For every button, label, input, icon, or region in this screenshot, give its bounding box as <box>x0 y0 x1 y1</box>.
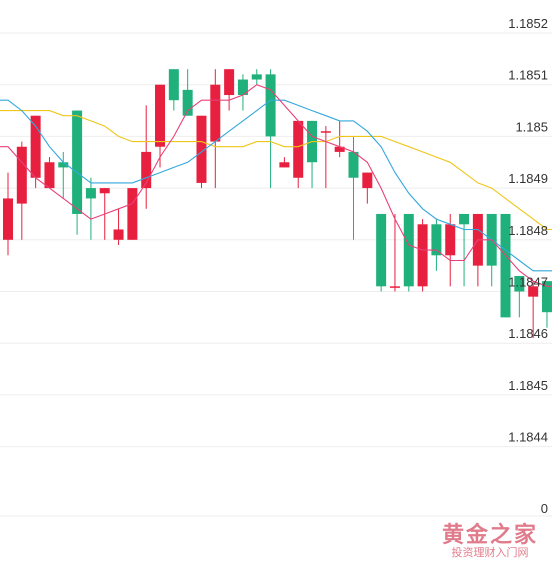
candle-body <box>237 79 248 96</box>
candle-body <box>155 84 166 147</box>
y-tick-label: 1.1847 <box>508 275 548 290</box>
candle <box>224 69 235 111</box>
candle-body <box>72 110 83 214</box>
candle-body <box>459 213 470 225</box>
candle-body <box>251 74 262 80</box>
candle <box>127 188 138 240</box>
candle <box>486 213 497 287</box>
candle-body <box>265 74 276 137</box>
candle-body <box>403 213 414 287</box>
candle <box>541 281 552 328</box>
moving-average-layer <box>0 84 552 287</box>
candle <box>182 69 193 116</box>
candle-body <box>168 69 179 101</box>
candle <box>155 84 166 168</box>
candle <box>293 120 304 189</box>
candle <box>514 275 525 318</box>
candle <box>141 105 152 209</box>
candle <box>472 213 483 287</box>
candle-body <box>16 146 27 204</box>
candle <box>265 69 276 189</box>
y-tick-label: 1.1852 <box>508 16 548 31</box>
candle <box>334 120 345 158</box>
candle-layer <box>3 69 552 339</box>
candle <box>279 157 290 168</box>
candle-body <box>514 275 525 292</box>
candle-body <box>196 115 207 183</box>
y-tick-label: 1.185 <box>515 119 548 134</box>
candle-body <box>210 84 221 142</box>
candle-body <box>293 120 304 178</box>
moving-average-short-line <box>0 84 552 287</box>
y-tick-label-bottom: 0 <box>541 501 548 516</box>
y-tick-label: 1.1849 <box>508 171 548 186</box>
candle <box>417 219 428 292</box>
candle <box>113 208 124 245</box>
candle-body <box>417 224 428 287</box>
y-tick-label: 1.1845 <box>508 378 548 393</box>
candle <box>16 141 27 240</box>
candle-body <box>431 224 442 256</box>
candle-body <box>334 146 345 152</box>
y-tick-label: 1.1851 <box>508 68 548 83</box>
candle-body <box>44 162 55 189</box>
candle <box>58 151 69 199</box>
candle-body <box>3 198 13 240</box>
candle <box>85 177 96 240</box>
candle-body <box>541 281 552 313</box>
grid-layer <box>0 32 552 517</box>
candle <box>445 213 456 287</box>
candle <box>320 126 331 189</box>
watermark-logo: 黄金之家 投资理财入门网 <box>442 523 538 559</box>
candle <box>237 74 248 111</box>
watermark-main-text: 黄金之家 <box>441 522 538 548</box>
y-tick-label: 1.1846 <box>508 326 548 341</box>
y-tick-label: 1.1848 <box>508 223 548 238</box>
candle-body <box>362 172 373 189</box>
candle-body <box>58 162 69 168</box>
candle-body <box>85 188 96 199</box>
candle <box>251 69 262 85</box>
candle <box>362 172 373 204</box>
candle <box>389 213 400 292</box>
candle <box>431 219 442 271</box>
candle-body <box>182 89 193 116</box>
watermark-sub-text: 投资理财入门网 <box>451 546 529 559</box>
candle-body <box>30 115 41 178</box>
moving-average-mid-line <box>0 99 552 272</box>
candle-body <box>376 213 387 287</box>
candle <box>459 213 470 287</box>
candle-body <box>113 229 124 240</box>
candle-body <box>127 188 138 240</box>
y-axis-labels: 1.1852 1.1851 1.185 1.1849 1.1848 1.1847 1.184… <box>508 16 548 516</box>
candle <box>307 120 318 189</box>
candle <box>528 281 539 339</box>
candle <box>168 69 179 111</box>
candle <box>210 69 221 189</box>
candle-body <box>528 286 539 297</box>
candle-body <box>445 224 456 256</box>
candle <box>44 157 55 189</box>
candle <box>3 172 13 256</box>
candle-body <box>279 162 290 168</box>
candle-body <box>389 286 400 288</box>
y-tick-label: 1.1844 <box>508 430 548 445</box>
candle <box>30 115 41 189</box>
candle-body <box>141 151 152 189</box>
candle-body <box>224 69 235 96</box>
candle <box>500 213 511 318</box>
candle <box>376 213 387 292</box>
candle <box>348 136 359 240</box>
candle-body <box>500 213 511 318</box>
candle <box>403 213 414 292</box>
candle-body <box>320 131 331 133</box>
candle-body <box>348 151 359 178</box>
candle-body <box>99 188 110 194</box>
moving-average-long-line <box>0 110 552 231</box>
